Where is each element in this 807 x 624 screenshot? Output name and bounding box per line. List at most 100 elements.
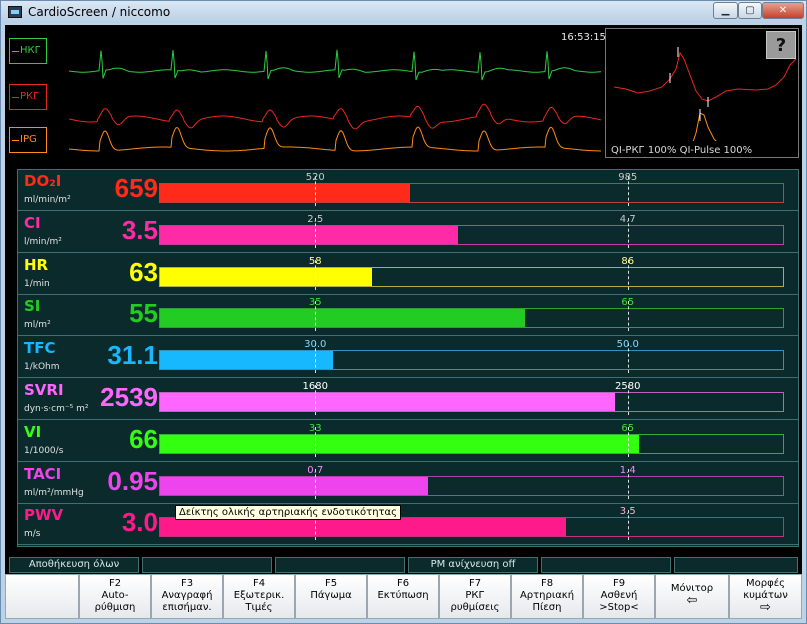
f5-freeze-button[interactable]: F5 Πάγωμα — [295, 574, 367, 619]
ipg-trace — [69, 126, 601, 152]
norm-high-label: 985 — [618, 172, 638, 183]
fkey-number: F2 — [108, 578, 122, 589]
waveforms-button[interactable]: Μορφές κυμάτων ⇨ — [729, 574, 802, 619]
fkey-label: РКГ — [465, 590, 485, 601]
wave-label-text: IPG — [20, 134, 37, 145]
param-row-taci[interactable]: TACI ml/m²/mmHg 0.95 0.7 1.4 — [18, 463, 798, 504]
fkey-label: κυμάτων — [743, 590, 788, 601]
qi-rkg-trace — [613, 51, 797, 102]
param-unit: ml/m² — [24, 320, 51, 331]
param-bar-track — [159, 224, 784, 245]
param-row-si[interactable]: SI ml/m² 55 35 65 — [18, 295, 798, 337]
norm-low-label: 30.0 — [304, 339, 327, 351]
norm-high-label: 1.4 — [619, 464, 636, 476]
fkey-label: Εκτύπωση — [377, 590, 429, 601]
param-unit: l/min/m² — [24, 236, 62, 247]
wave-label-nkg[interactable]: НКГ — [9, 38, 47, 64]
param-bar-fill — [160, 476, 428, 495]
help-button[interactable]: ? — [766, 31, 796, 59]
norm-low-label: 35 — [308, 297, 322, 309]
param-row-hr[interactable]: HR 1/min 63 58 86 — [18, 254, 798, 295]
param-row-vi[interactable]: VI 1/1000/s 66 33 65 — [18, 421, 798, 462]
norm-high-marker — [627, 259, 629, 290]
wave-label-rkg[interactable]: РКГ — [9, 84, 47, 110]
param-name: VI — [24, 422, 42, 441]
fkey-label: Πάγωμα — [310, 590, 352, 601]
param-bar-track — [159, 266, 784, 287]
param-bar-fill — [160, 309, 525, 328]
fkey-number: F4 — [252, 578, 266, 589]
norm-low-marker — [315, 176, 317, 206]
param-bar-track — [159, 433, 784, 454]
f7-rkg-settings-button[interactable]: F7 РКГ ρυθμίσεις — [439, 574, 511, 619]
param-bar-track — [159, 308, 784, 329]
param-value: 659 — [114, 173, 158, 203]
window-title: CardioScreen / niccomo — [28, 5, 171, 19]
status-field — [541, 557, 671, 573]
pm-detection-status: PM ανίχνευση off — [408, 557, 538, 573]
norm-low-marker — [315, 426, 317, 457]
monitor-button[interactable]: Μόνιτορ ⇦ — [655, 574, 729, 619]
fkey-blank[interactable] — [5, 574, 79, 619]
param-row-svri[interactable]: SVRI dyn·s·cm⁻⁵ m² 2539 1680 2580 — [18, 379, 798, 420]
function-key-bar: F2 Auto- ρύθμιση F3 Αναγραφή επισήμαν. F… — [5, 574, 802, 619]
f2-auto-adjust-button[interactable]: F2 Auto- ρύθμιση — [79, 574, 151, 619]
status-field — [674, 557, 798, 573]
param-bar-track — [159, 350, 784, 371]
norm-low-label: 520 — [305, 172, 325, 183]
param-value: 31.1 — [107, 340, 158, 371]
wave-label-ipg[interactable]: IPG — [9, 127, 47, 153]
f6-print-button[interactable]: F6 Εκτύπωση — [367, 574, 439, 619]
param-bar-track — [159, 475, 784, 496]
param-bar-fill — [160, 393, 615, 411]
status-field — [275, 557, 405, 573]
param-value: 2539 — [100, 382, 158, 412]
norm-high-marker — [627, 385, 629, 415]
f9-patient-stop-button[interactable]: F9 Ασθενή >Stop< — [583, 574, 655, 619]
fkey-label: ρυθμίσεις — [450, 602, 500, 613]
norm-high-marker — [627, 468, 629, 499]
param-unit: ml/min/m² — [24, 195, 71, 205]
fkey-label: Εξωτερικ. — [233, 590, 285, 601]
fkey-label: Auto- — [101, 590, 129, 601]
norm-low-marker — [315, 343, 317, 374]
fkey-number: F8 — [540, 578, 554, 589]
title-bar[interactable]: CardioScreen / niccomo ▁ ▢ ✕ — [1, 1, 806, 23]
norm-high-label: 50.0 — [616, 339, 639, 351]
f4-external-values-button[interactable]: F4 Εξωτερικ. Τιμές — [223, 574, 295, 619]
norm-low-marker — [315, 510, 317, 541]
param-value: 66 — [129, 423, 158, 454]
norm-low-marker — [315, 468, 317, 499]
app-icon — [8, 6, 22, 18]
norm-high-label: 2580 — [615, 381, 641, 392]
wave-label-text: РКГ — [20, 91, 40, 102]
fkey-label: Πίεση — [532, 602, 562, 613]
norm-high-marker — [627, 343, 629, 374]
maximize-icon[interactable]: ▢ — [738, 2, 762, 19]
f3-mark-button[interactable]: F3 Αναγραφή επισήμαν. — [151, 574, 223, 619]
norm-high-marker — [627, 426, 629, 457]
norm-low-marker — [315, 385, 317, 415]
norm-high-label: 65 — [621, 297, 635, 309]
tooltip: Δείκτης ολικής αρτηριακής ενδοτικότητας — [175, 505, 402, 520]
f8-blood-pressure-button[interactable]: F8 Αρτηριακή Πίεση — [511, 574, 583, 619]
norm-high-label: 4.7 — [619, 213, 636, 225]
param-value: 63 — [129, 256, 158, 287]
save-all-status[interactable]: Αποθήκευση όλων — [9, 557, 139, 573]
status-bar: Αποθήκευση όλων PM ανίχνευση off — [5, 557, 802, 573]
param-row-doi[interactable]: DO₂I ml/min/m² 659 520 985 — [18, 170, 798, 211]
param-row-tfc[interactable]: TFC 1/kOhm 31.1 30.0 50.0 — [18, 337, 798, 379]
minimize-icon[interactable]: ▁ — [713, 2, 738, 19]
param-bar-fill — [160, 518, 567, 537]
close-icon[interactable]: ✕ — [762, 2, 804, 19]
fkey-number: F3 — [180, 578, 194, 589]
norm-low-label: 58 — [308, 255, 322, 267]
rkg-trace — [69, 103, 601, 130]
norm-low-marker — [315, 259, 317, 290]
fkey-label: Αρτηριακή — [519, 590, 575, 601]
fkey-label: Ασθενή — [600, 590, 638, 601]
param-row-ci[interactable]: CI l/min/m² 3.5 2.5 4.7 — [18, 212, 798, 253]
norm-low-marker — [315, 301, 317, 332]
